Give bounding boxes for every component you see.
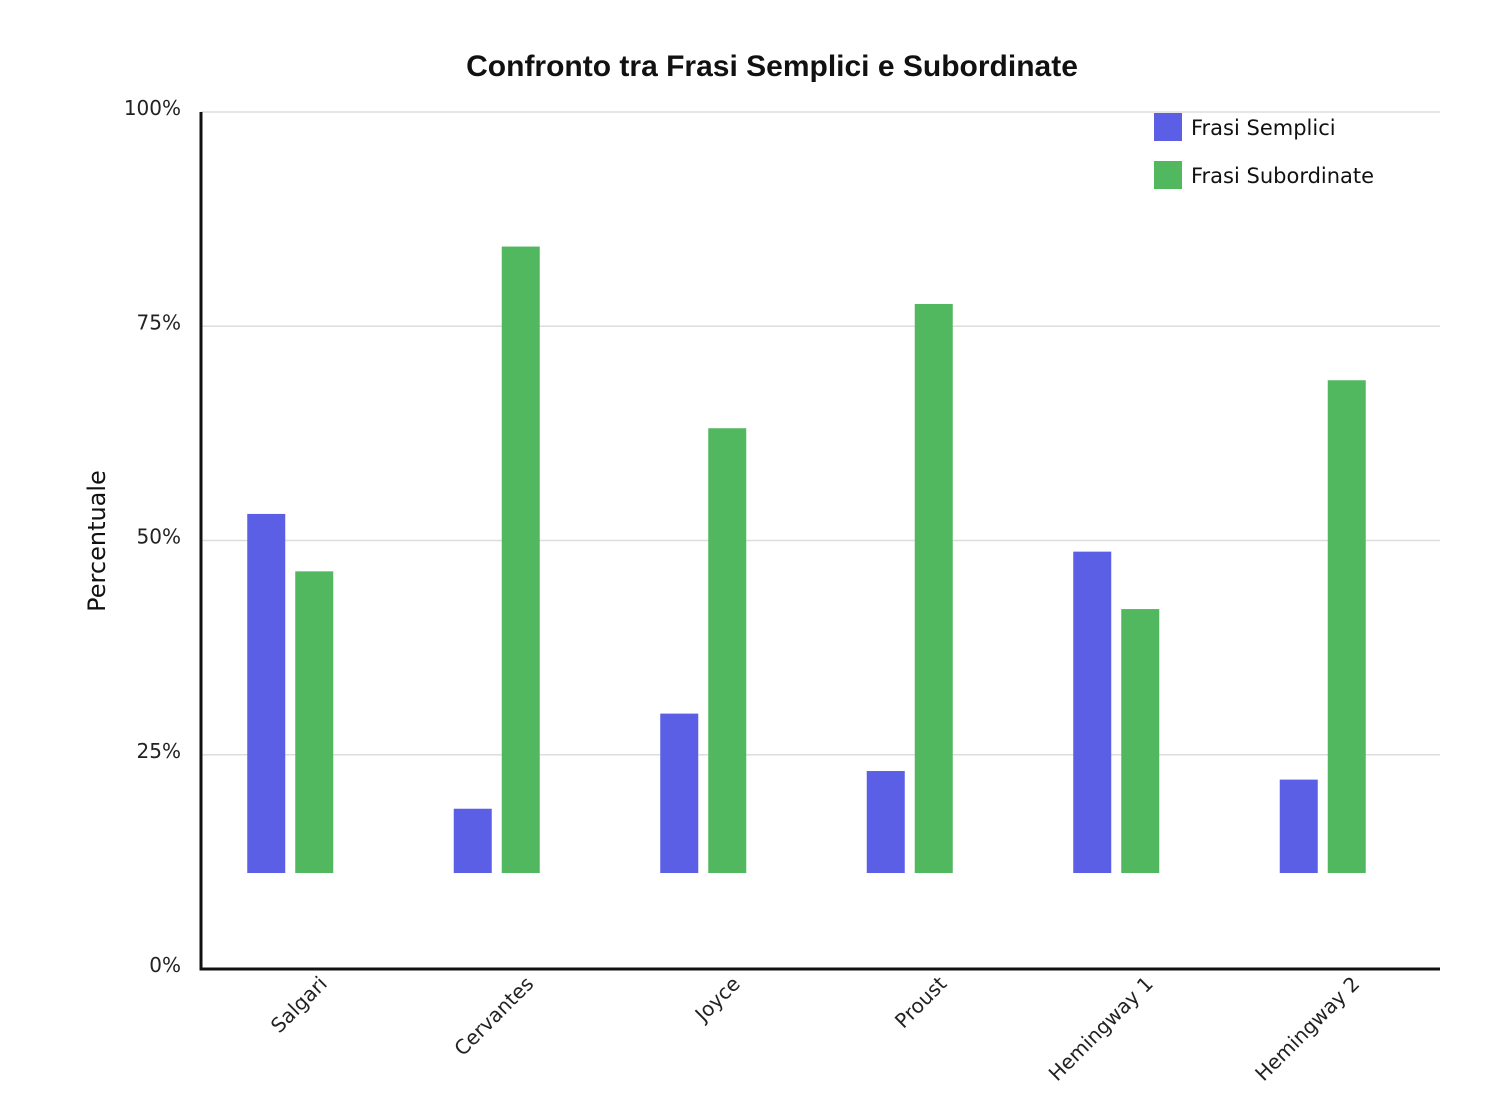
bar-frasi-semplici	[660, 713, 699, 874]
bar-frasi-subordinate	[1121, 609, 1160, 874]
bar-frasi-subordinate	[1327, 380, 1366, 874]
legend-label: Frasi Subordinate	[1191, 164, 1374, 188]
legend: Frasi Semplici Frasi Subordinate	[1154, 113, 1374, 189]
gridlines	[201, 111, 1440, 756]
y-tick-labels: 0% 25% 50% 75% 100%	[124, 96, 181, 977]
y-tick-label: 75%	[137, 310, 181, 334]
bar-frasi-semplici	[453, 808, 492, 874]
x-tick-label: Cervantes	[449, 972, 538, 1061]
x-tick-label: Salgari	[266, 972, 332, 1038]
legend-label: Frasi Semplici	[1191, 116, 1336, 140]
y-tick-label: 50%	[137, 525, 181, 549]
y-tick-label: 0%	[149, 953, 181, 977]
bar-frasi-subordinate	[914, 303, 953, 874]
y-tick-label: 25%	[137, 739, 181, 763]
bar-frasi-semplici	[1279, 779, 1318, 874]
x-tick-label: Hemingway 2	[1250, 972, 1364, 1086]
chart-title: Confronto tra Frasi Semplici e Subordina…	[466, 50, 1078, 83]
x-tick-label: Joyce	[689, 972, 745, 1028]
bar-frasi-subordinate	[708, 428, 747, 874]
y-axis-label: Percentuale	[83, 470, 111, 612]
bar-frasi-subordinate	[501, 246, 540, 874]
axes	[199, 112, 1440, 971]
bars	[247, 246, 1366, 874]
bar-frasi-semplici	[247, 513, 286, 874]
x-tick-label: Proust	[890, 971, 951, 1032]
legend-swatch	[1154, 161, 1182, 189]
legend-swatch	[1154, 113, 1182, 141]
x-tick-label: Hemingway 1	[1044, 972, 1158, 1086]
bar-frasi-semplici	[866, 771, 905, 874]
bar-frasi-semplici	[1073, 551, 1112, 874]
x-tick-labels: Salgari Cervantes Joyce Proust Hemingway 1 He…	[266, 971, 1364, 1085]
y-tick-label: 100%	[124, 96, 181, 120]
bar-frasi-subordinate	[295, 571, 334, 874]
